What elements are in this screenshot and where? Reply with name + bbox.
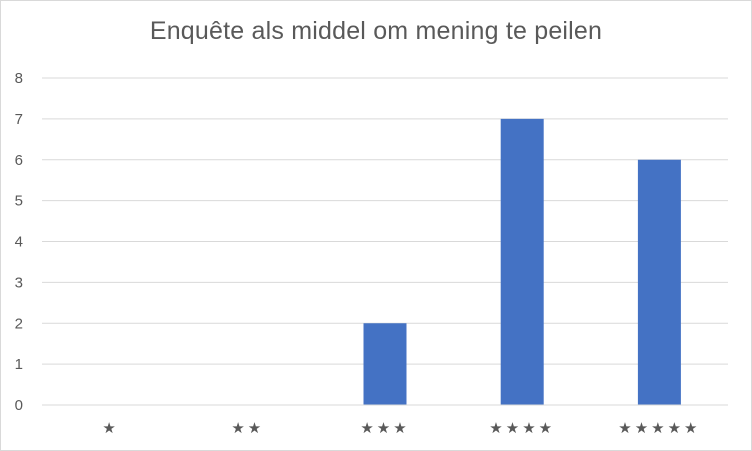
y-tick-label: 3 [15,274,23,291]
bar [363,323,407,405]
chart-title: Enquête als middel om mening te peilen [149,17,603,45]
x-tick-label: ★ [102,419,118,437]
y-tick-label: 2 [15,315,23,332]
y-tick-label: 8 [15,70,23,87]
x-tick-label: ★★★★ [489,419,555,437]
y-tick-label: 5 [15,193,23,210]
x-tick-label: ★★★ [360,419,409,437]
x-axis-ticks: ★ ★★ ★★★ ★★★★ ★★★★★ [102,419,700,437]
y-axis-ticks: 0 1 2 3 4 5 6 7 8 [15,70,23,414]
y-tick-label: 4 [15,234,23,251]
y-tick-label: 6 [15,152,23,169]
y-tick-label: 7 [15,111,23,128]
gridlines [42,77,728,365]
y-tick-label: 1 [15,356,23,373]
bars [363,118,681,405]
x-tick-label: ★★ [231,419,264,437]
bar [637,159,681,405]
x-tick-label: ★★★★★ [618,419,700,437]
y-tick-label: 0 [15,397,23,414]
bar [500,118,544,405]
